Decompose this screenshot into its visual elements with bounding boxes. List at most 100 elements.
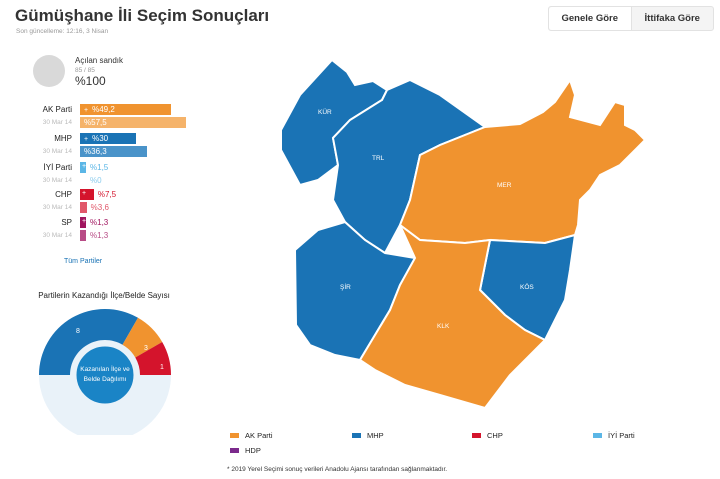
previous-vote-value: %57,5 <box>84 118 107 127</box>
legend-chp: CHP <box>472 431 503 440</box>
district-label-mer: MER <box>497 182 512 189</box>
legend-label: AK Parti <box>245 431 273 440</box>
legend-label: MHP <box>367 431 384 440</box>
district-label-klk: KLK <box>437 323 450 330</box>
previous-vote-value: %1,3 <box>90 231 108 240</box>
won-label-mhp: 8 <box>76 328 80 335</box>
party-row-previous: 30 Mar 14 %0 <box>0 175 260 187</box>
district-trl[interactable] <box>331 78 488 255</box>
page-title: Gümüşhane İli Seçim Sonuçları <box>15 6 270 25</box>
vote-bar <box>80 217 86 228</box>
vote-percent-text: %36,3 <box>84 147 107 156</box>
party-name: MHP <box>54 134 72 143</box>
district-label-trl: TRL <box>372 155 385 162</box>
party-name: AK Parti <box>42 105 72 114</box>
previous-vote-value: %36,3 <box>84 147 107 156</box>
district-klk[interactable] <box>358 224 547 410</box>
previous-election-label: 30 Mar 14 <box>42 148 72 155</box>
legend-hdp: HDP <box>230 446 261 455</box>
vote-percent-text: %0 <box>90 176 102 185</box>
party-row-previous: 30 Mar 14 %3,6 <box>0 202 260 214</box>
won-districts-chart: 8 3 1 Kazanılan İlçe ve Belde Dağılımı <box>38 308 172 435</box>
won-segment-mhp[interactable] <box>38 308 138 375</box>
vote-bar <box>80 189 94 200</box>
won-label-akparti: 3 <box>144 345 148 352</box>
district-map: KÜR TRL MER ŞİR KÖS KLK <box>280 58 647 410</box>
legend-swatch <box>230 448 239 453</box>
vote-bar <box>80 133 136 144</box>
vote-percent-text: %3,6 <box>90 203 109 212</box>
legend-akparti: AK Parti <box>230 431 273 440</box>
previous-vote-bar <box>80 146 148 157</box>
won-districts-title: Partilerin Kazandığı İlçe/Belde Sayısı <box>38 291 170 300</box>
previous-vote-bar <box>80 230 86 241</box>
party-name: SP <box>61 218 72 227</box>
vote-percent-text: %1,3 <box>90 218 109 227</box>
change-sign: + <box>82 163 87 170</box>
tab-general[interactable]: Genele Göre <box>549 7 632 30</box>
previous-vote-bar <box>80 117 187 128</box>
legend-label: İYİ Parti <box>608 431 635 440</box>
vote-percent-text: %1,3 <box>90 231 109 240</box>
party-name: CHP <box>55 190 72 199</box>
vote-value: + %1,3 <box>82 218 109 227</box>
opened-ballot-count: 85 / 85 <box>75 67 95 74</box>
legend-iyi: İYİ Parti <box>593 431 635 440</box>
opened-ballot-label: Açılan sandık <box>75 56 124 65</box>
party-row-previous: 30 Mar 14 %57,5 <box>0 117 260 129</box>
legend-swatch <box>593 433 602 438</box>
ballot-box-progress-pie <box>33 55 65 87</box>
legend-label: HDP <box>245 446 261 455</box>
party-row-current: MHP + %30 <box>0 133 260 145</box>
won-segment-akparti[interactable] <box>122 317 163 358</box>
previous-vote-bar <box>80 202 87 213</box>
previous-election-label: 30 Mar 14 <box>42 119 72 126</box>
party-row-current: SP + %1,3 <box>0 217 260 229</box>
legend-mhp: MHP <box>352 431 384 440</box>
won-center-text-2: Belde Dağılımı <box>84 376 127 383</box>
district-label-sir: ŞİR <box>340 282 351 291</box>
previous-vote-value: %0 <box>90 176 102 185</box>
vote-bar <box>80 104 172 115</box>
change-sign: + <box>82 218 87 225</box>
party-row-current: İYİ Parti + %1,5 <box>0 162 260 174</box>
won-segment-chp[interactable] <box>135 342 172 375</box>
previous-election-label: 30 Mar 14 <box>42 204 72 211</box>
won-chart-center[interactable] <box>73 343 137 407</box>
vote-percent-text: %1,5 <box>90 163 109 172</box>
previous-election-label: 30 Mar 14 <box>42 232 72 239</box>
vote-percent-text: %49,2 <box>92 105 115 114</box>
vote-value: + %49,2 <box>84 105 115 114</box>
district-label-kur: KÜR <box>318 108 332 116</box>
vote-value: + %30 <box>84 134 108 143</box>
party-row-current: AK Parti + %49,2 <box>0 104 260 116</box>
legend-swatch <box>352 433 361 438</box>
party-row-previous: 30 Mar 14 %36,3 <box>0 146 260 158</box>
legend-swatch <box>472 433 481 438</box>
opened-ballot-percent: %100 <box>75 74 106 88</box>
vote-percent-text: %30 <box>92 134 109 143</box>
previous-vote-value: %3,6 <box>91 203 109 212</box>
vote-bar <box>80 162 86 173</box>
legend-label: CHP <box>487 431 503 440</box>
won-center-text-1: Kazanılan İlçe ve <box>80 364 130 373</box>
view-toggle: Genele Göre İttifaka Göre <box>548 6 714 31</box>
party-name: İYİ Parti <box>43 163 72 172</box>
tab-alliance[interactable]: İttifaka Göre <box>644 13 700 24</box>
last-updated-text: Son güncelleme: 12:16, 3 Nisan <box>16 28 109 35</box>
all-parties-link[interactable]: Tüm Partiler <box>64 258 103 265</box>
previous-election-label: 30 Mar 14 <box>42 177 72 184</box>
won-label-chp: 1 <box>160 364 164 371</box>
legend-swatch <box>230 433 239 438</box>
source-footnote: * 2019 Yerel Seçimi sonuç verileri Anado… <box>227 466 448 473</box>
change-sign: + <box>84 136 89 143</box>
vote-percent-text: %57,5 <box>84 118 107 127</box>
change-sign: + <box>84 107 89 114</box>
vote-value: + %7,5 <box>82 190 117 199</box>
party-row-previous: 30 Mar 14 %1,3 <box>0 230 260 242</box>
vote-value: + %1,5 <box>82 163 109 172</box>
district-label-kos: KÖS <box>520 283 534 291</box>
party-row-current: CHP + %7,5 <box>0 189 260 201</box>
vote-percent-text: %7,5 <box>97 190 117 199</box>
change-sign: + <box>82 190 87 197</box>
